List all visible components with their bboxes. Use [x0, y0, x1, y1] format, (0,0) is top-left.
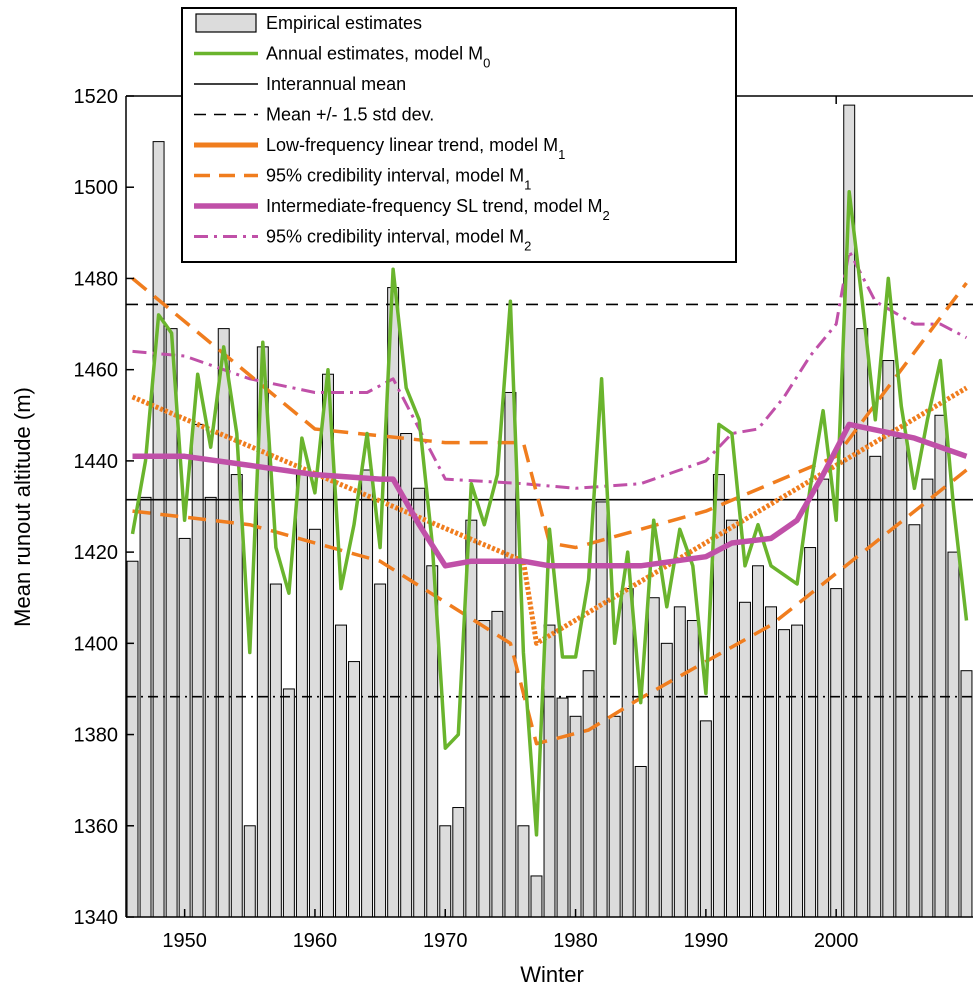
bar-1986	[647, 597, 660, 917]
bar-2009	[947, 551, 960, 917]
m1-ci-lower	[132, 468, 968, 746]
bar-1975	[504, 391, 517, 917]
axes: 1340 1360 1380 1400 1420 1440 1460 1480 1500 1520…	[74, 86, 973, 952]
bar-1960	[308, 528, 321, 917]
bar-2001	[843, 104, 856, 917]
bar-1983	[608, 715, 621, 917]
y-tick-label-1460: 1460	[74, 360, 119, 382]
bar-1991	[712, 474, 725, 917]
legend-subscript-1: 0	[483, 55, 490, 70]
bar-1993	[738, 601, 751, 917]
bar-1947	[139, 496, 152, 917]
bar-1976	[517, 825, 530, 917]
bar-1963	[348, 661, 361, 917]
bar-1988	[673, 606, 686, 917]
y-tick-label-1380: 1380	[74, 725, 119, 747]
x-tick-label-1960: 1960	[293, 930, 338, 952]
bar-1995	[765, 606, 777, 917]
bar-1974	[491, 610, 504, 917]
x-tick-label-1950: 1950	[162, 930, 207, 952]
bar-1979	[556, 697, 569, 917]
bar-1971	[452, 807, 465, 917]
bar-1954	[230, 474, 243, 917]
bar-1992	[725, 519, 738, 917]
x-tick-label-1970: 1970	[423, 930, 468, 952]
bar-2006	[908, 524, 921, 917]
bar-1977	[530, 875, 543, 917]
plot-area	[126, 104, 973, 917]
y-axis-label: Mean runout altitude (m)	[10, 387, 35, 627]
m2-ci-lower	[132, 249, 968, 490]
bar-1973	[478, 620, 491, 917]
legend-subscript-7: 2	[524, 238, 531, 253]
bar-2010	[960, 670, 973, 917]
bar-2000	[830, 588, 843, 917]
x-tick-label-1980: 1980	[553, 930, 598, 952]
legend-label-0: Empirical estimates	[266, 13, 422, 33]
legend-label-2: Interannual mean	[266, 74, 406, 94]
legend-label-3: Mean +/- 1.5 std dev.	[266, 105, 434, 125]
x-tick-label-2000: 2000	[814, 930, 859, 952]
bar-1968	[413, 487, 426, 917]
bar-1952	[204, 496, 217, 917]
bar-1999	[817, 478, 830, 917]
bar-1997	[791, 624, 804, 917]
bar-1953	[217, 328, 230, 917]
bar-1950	[178, 537, 191, 917]
bar-2005	[895, 437, 908, 917]
bar-1958	[282, 688, 295, 917]
bar-1970	[439, 825, 452, 917]
legend-box	[181, 7, 737, 263]
bar-1965	[374, 583, 387, 917]
y-tick-label-1500: 1500	[74, 177, 119, 199]
bar-2008	[934, 414, 947, 917]
bar-1948	[152, 141, 165, 917]
plot-content	[126, 104, 973, 917]
y-tick-label-1420: 1420	[74, 542, 119, 564]
bar-1957	[269, 583, 282, 917]
bar-1990	[699, 720, 712, 917]
m1-trend-line	[131, 385, 968, 646]
y-tick-label-1360: 1360	[74, 816, 119, 838]
bar-1964	[361, 469, 374, 917]
y-tick-label-1340: 1340	[74, 907, 119, 929]
bar-1984	[621, 588, 634, 917]
m2-sl-trend-line	[132, 421, 968, 569]
legend-subscript-4: 1	[558, 147, 565, 162]
bar-1980	[569, 715, 582, 917]
y-tick-label-1520: 1520	[74, 86, 119, 108]
bar-1946	[126, 560, 139, 917]
bar-1989	[686, 620, 699, 917]
y-tick-label-1400: 1400	[74, 633, 119, 655]
y-tick-label-1440: 1440	[74, 451, 119, 473]
bar-1967	[400, 433, 413, 917]
bar-1972	[465, 519, 478, 917]
bar-2003	[869, 455, 882, 917]
bar-2007	[921, 478, 934, 917]
x-axis-label: Winter	[520, 962, 584, 987]
bar-1962	[335, 624, 347, 917]
legend-swatch-0	[195, 13, 257, 33]
bar-1949	[165, 328, 178, 917]
y-tick-label-1480: 1480	[74, 268, 119, 290]
bar-1985	[634, 765, 647, 917]
legend-subscript-6: 2	[603, 208, 610, 223]
bar-1955	[243, 825, 256, 917]
bar-1951	[191, 423, 204, 917]
bar-1978	[543, 624, 556, 917]
annual-m0-line	[130, 190, 969, 837]
x-tick-label-1990: 1990	[684, 930, 729, 952]
bar-1994	[752, 565, 764, 917]
bar-1996	[778, 629, 791, 917]
bar-2004	[882, 360, 895, 917]
bar-1998	[804, 547, 817, 917]
bar-1982	[595, 501, 608, 917]
bar-1981	[582, 670, 595, 917]
bar-2002	[856, 328, 869, 917]
legend-subscript-5: 1	[524, 177, 531, 192]
